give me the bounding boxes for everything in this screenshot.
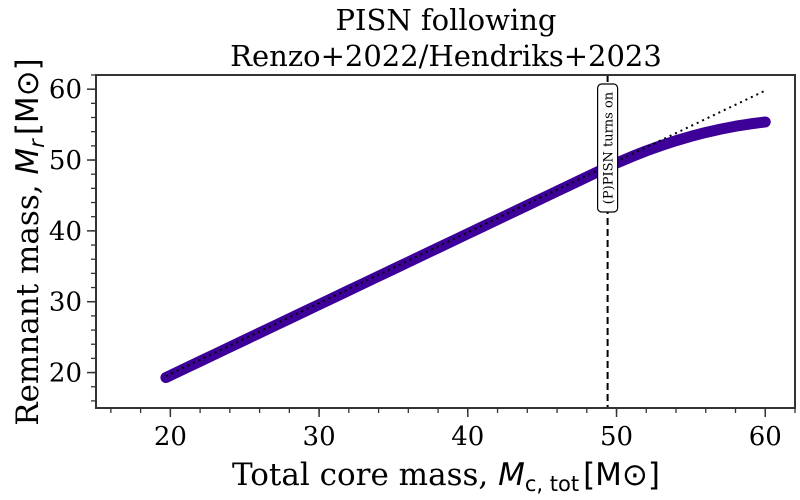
y-axis-label: Remnant mass, Mr[M⊙] <box>10 58 49 426</box>
data-point <box>254 327 265 338</box>
y-tick-label: 60 <box>49 75 82 105</box>
data-point <box>447 235 458 246</box>
data-point <box>314 299 325 310</box>
data-point <box>388 264 399 275</box>
data-point <box>700 127 711 138</box>
series-line-remnant-mass <box>160 116 771 384</box>
data-point <box>760 116 771 127</box>
axes-frame <box>95 74 796 409</box>
data-point <box>209 349 220 360</box>
x-tick-label: 50 <box>600 422 633 452</box>
x-tick-label: 20 <box>154 422 187 452</box>
x-tick-label: 60 <box>749 422 782 452</box>
x-axis-label: Total core mass, Mc, tot [M⊙] <box>232 457 660 496</box>
data-point <box>328 292 339 303</box>
data-point <box>477 221 488 232</box>
data-point <box>730 121 741 132</box>
data-point <box>656 140 667 151</box>
data-point <box>745 118 756 129</box>
data-point <box>641 145 652 156</box>
data-point <box>685 131 696 142</box>
y-tick-label: 40 <box>49 217 82 247</box>
chart-title-line-2: Renzo+2022/Hendriks+2023 <box>230 39 662 73</box>
y-tick-label: 30 <box>49 288 82 318</box>
data-point <box>299 306 310 317</box>
y-tick-label: 50 <box>49 146 82 176</box>
data-point <box>433 242 444 253</box>
data-point <box>358 278 369 289</box>
data-point <box>552 186 563 197</box>
x-tick-label: 40 <box>451 422 484 452</box>
annotation-text: (P)PISN turns on <box>602 91 617 204</box>
data-point <box>507 207 518 218</box>
chart-title-line-1: PISN following <box>336 3 557 37</box>
data-point <box>671 135 682 146</box>
reference-line-dotted <box>165 90 765 378</box>
y-tick-label: 20 <box>49 359 82 389</box>
data-point <box>492 214 503 225</box>
annotation-box <box>597 83 619 213</box>
data-point <box>566 179 577 190</box>
x-tick-label: 30 <box>303 422 336 452</box>
data-point <box>195 356 206 367</box>
data-point <box>269 320 280 331</box>
data-point <box>373 271 384 282</box>
data-point <box>537 193 548 204</box>
plot-area: (P)PISN turns on 20 30 40 50 60 20 30 40 50 60 <box>49 74 796 452</box>
data-point <box>418 249 429 260</box>
data-point <box>715 124 726 135</box>
